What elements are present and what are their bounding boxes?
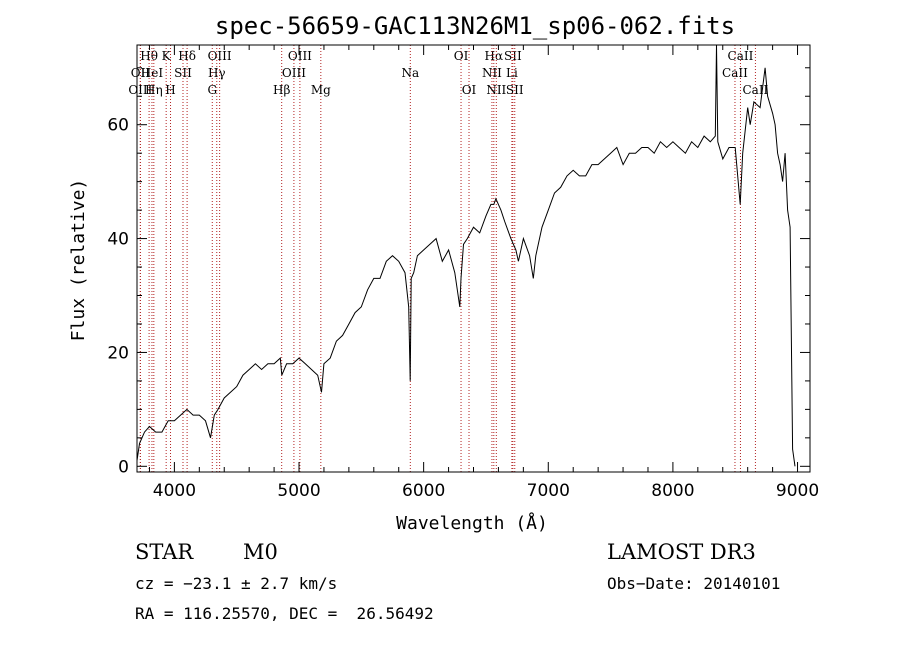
y-axis-label: Flux (relative) <box>68 179 89 342</box>
line-label-26: CaII <box>722 66 748 80</box>
y-tick-label: 20 <box>107 343 129 363</box>
line-label-13: OIII <box>288 49 312 63</box>
y-tick-label: 60 <box>107 116 129 136</box>
line-label-21: NII <box>486 83 506 97</box>
x-tick-label: 9000 <box>776 481 819 501</box>
x-tick-label: 4000 <box>153 481 196 501</box>
line-label-17: OI <box>454 49 469 63</box>
line-label-7: H <box>165 83 175 97</box>
line-label-11: G <box>207 83 217 97</box>
line-label-5: K <box>162 49 172 63</box>
line-label-27: CaII <box>742 83 768 97</box>
line-label-20: NII <box>482 66 502 80</box>
line-label-6: SII <box>174 66 192 80</box>
line-label-23: Li <box>506 66 518 80</box>
line-label-15: Mg <box>311 83 331 97</box>
x-tick-label: 6000 <box>402 481 445 501</box>
line-label-16: Na <box>401 66 419 80</box>
axis-ticks: 4000 5000 6000 7000 8000 9000 0 20 40 60 <box>107 45 819 501</box>
x-tick-label: 7000 <box>527 481 570 501</box>
line-label-18: OI <box>462 83 477 97</box>
line-label-19: Hα <box>485 49 504 63</box>
survey-name: LAMOST DR3 <box>607 540 756 564</box>
line-label-3: HeI <box>141 66 164 80</box>
line-label-4: Hη <box>145 83 163 97</box>
line-label-9: OIII <box>208 49 232 63</box>
y-tick-label: 40 <box>107 230 129 250</box>
line-label-10: Hγ <box>208 66 226 80</box>
line-label-24: SII <box>506 83 524 97</box>
line-label-25: CaII <box>728 49 754 63</box>
object-subclass: M0 <box>243 540 278 564</box>
spectrum-line <box>136 44 796 467</box>
chart-title: spec-56659-GAC113N26M1_sp06-062.fits <box>215 12 735 40</box>
x-tick-label: 8000 <box>651 481 694 501</box>
plot-frame <box>136 44 811 473</box>
line-label-2: OIII <box>128 83 152 97</box>
line-label-0: Hθ <box>140 49 158 63</box>
x-axis-label: Wavelength (Å) <box>396 512 548 534</box>
y-tick-label: 0 <box>118 457 129 477</box>
line-label-8: Hδ <box>178 49 196 63</box>
observation-date: Obs−Date: 20140101 <box>607 574 781 593</box>
object-class: STAR <box>135 540 194 564</box>
ra-dec-coordinates: RA = 116.25570, DEC = 26.56492 <box>135 604 434 623</box>
line-label-14: OIII <box>282 66 306 80</box>
spectrum-series <box>136 44 796 467</box>
line-label-12: Hβ <box>273 83 290 97</box>
redshift-velocity: cz = −23.1 ± 2.7 km/s <box>135 574 338 593</box>
line-label-22: SII <box>504 49 522 63</box>
x-tick-label: 5000 <box>277 481 320 501</box>
